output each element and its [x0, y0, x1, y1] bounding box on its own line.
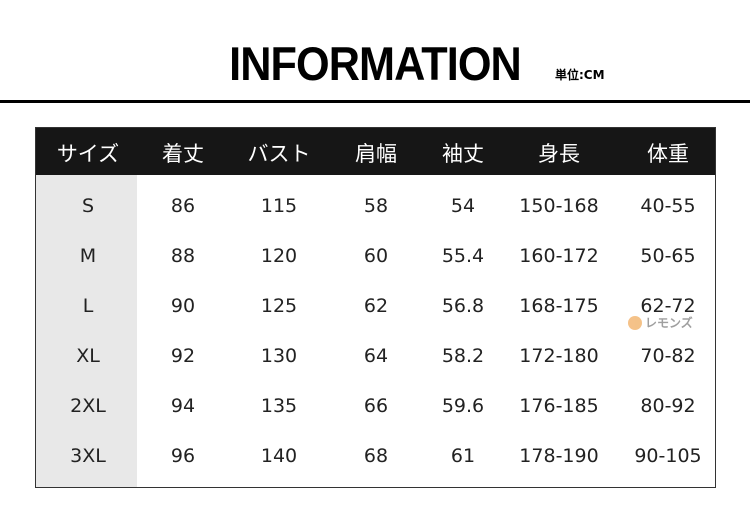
- table-cell: 94: [170, 395, 196, 417]
- size-label: XL: [76, 345, 100, 367]
- size-label: L: [82, 295, 94, 317]
- table-cell: 168-175: [519, 295, 599, 317]
- table-cell: 90: [170, 295, 196, 317]
- size-label: 2XL: [70, 395, 106, 417]
- watermark-logo-icon: [628, 315, 642, 330]
- table-cell: 130: [260, 345, 298, 367]
- column-header: 袖丈: [442, 142, 484, 166]
- table-cell: 61: [450, 445, 476, 467]
- table-cell: 40-55: [640, 195, 696, 217]
- table-cell: 178-190: [519, 445, 599, 467]
- table-cell: 54: [450, 195, 476, 217]
- table-cell: 160-172: [519, 245, 599, 267]
- column-header: サイズ: [56, 142, 120, 166]
- table-cell: 66: [363, 395, 389, 417]
- table-cell: 125: [260, 295, 298, 317]
- divider: [0, 100, 750, 103]
- column-header: 体重: [647, 142, 689, 166]
- column-header: 着丈: [162, 142, 204, 166]
- table-cell: 59.6: [441, 395, 485, 417]
- table-cell: 90-105: [634, 445, 702, 467]
- table-cell: 64: [363, 345, 389, 367]
- column-header: 肩幅: [355, 142, 397, 166]
- size-label: 3XL: [70, 445, 106, 467]
- table-cell: 68: [363, 445, 389, 467]
- table-cell: 176-185: [519, 395, 599, 417]
- size-label: S: [81, 195, 95, 217]
- table-header: [36, 128, 715, 175]
- table-cell: 62: [363, 295, 389, 317]
- column-header: バスト: [247, 142, 311, 166]
- table-cell: 135: [260, 395, 298, 417]
- table-cell: 150-168: [519, 195, 599, 217]
- table-cell: 96: [170, 445, 196, 467]
- table-cell: 80-92: [640, 395, 696, 417]
- table-cell: 58: [363, 195, 389, 217]
- table-cell: 56.8: [441, 295, 485, 317]
- table-cell: 120: [260, 245, 298, 267]
- page-title: INFORMATION: [229, 37, 522, 90]
- size-label: M: [79, 245, 97, 267]
- table-cell: 58.2: [441, 345, 485, 367]
- column-header: 身長: [538, 142, 580, 166]
- table-cell: 172-180: [519, 345, 599, 367]
- unit-label: 単位:CM: [555, 68, 605, 82]
- table-cell: 55.4: [441, 245, 485, 267]
- watermark-text: レモンズ: [645, 316, 693, 330]
- table-cell: 86: [170, 195, 196, 217]
- watermark: レモンズ: [628, 314, 693, 331]
- table-cell: 92: [170, 345, 196, 367]
- table-cell: 140: [260, 445, 298, 467]
- table-cell: 50-65: [640, 245, 696, 267]
- table-cell: 62-72: [640, 295, 696, 317]
- size-table: サイズ 着丈 バスト 肩幅 袖丈 身長 体重 S 86 115 58 54 150-168 40-55 M 8…: [35, 127, 716, 488]
- table-cell: 60: [363, 245, 389, 267]
- table-cell: 70-82: [640, 345, 696, 367]
- table-cell: 88: [170, 245, 196, 267]
- table-cell: 115: [260, 195, 298, 217]
- size-column-bg: [36, 175, 137, 487]
